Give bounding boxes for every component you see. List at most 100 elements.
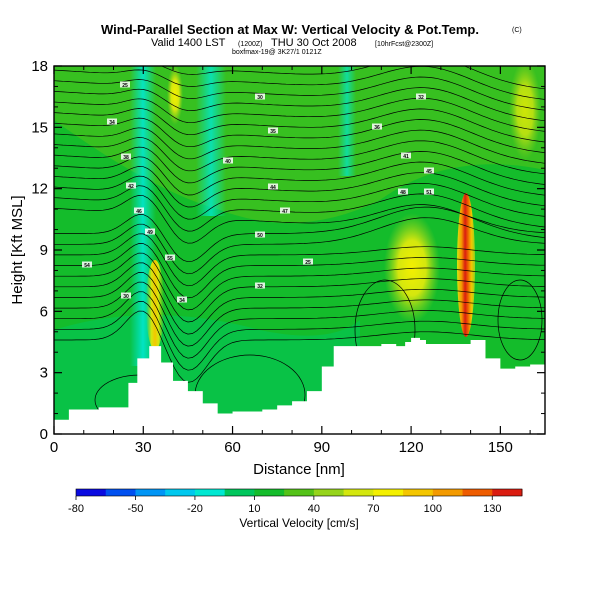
x-axis-label: Distance [nm] xyxy=(253,461,345,478)
x-tick-label: 60 xyxy=(224,439,241,456)
theta-contour-line xyxy=(54,76,545,111)
theta-contour-label-bg xyxy=(424,188,434,195)
theta-contour-label: 32 xyxy=(255,282,265,290)
field-cyan-streak-3 xyxy=(338,66,356,176)
theta-contour-label-text: 34 xyxy=(179,298,185,304)
y-tick-label: 3 xyxy=(40,365,48,382)
theta-contour-label: 54 xyxy=(82,261,92,269)
theta-contour-label: 51 xyxy=(424,188,434,196)
theta-contour-label-text: 25 xyxy=(122,83,128,89)
colorbar-label: Vertical Velocity [cm/s] xyxy=(239,516,358,530)
theta-contour-label: 49 xyxy=(145,228,155,236)
theta-contour-label-bg xyxy=(255,93,265,100)
x-axis: 0 30 60 90 120 150 xyxy=(50,66,531,456)
theta-contour-line xyxy=(54,195,545,244)
theta-contour-label-text: 30 xyxy=(257,95,263,101)
theta-contour-line xyxy=(54,291,545,359)
theta-contour-line xyxy=(54,66,545,100)
x-tick-label: 0 xyxy=(50,439,58,456)
y-tick-label: 12 xyxy=(31,181,48,198)
theta-contour-label: 32 xyxy=(416,93,426,101)
theta-contour-label: 36 xyxy=(372,123,382,131)
colorbar-swatch xyxy=(76,489,107,496)
y-axis-label: Height [Kft MSL] xyxy=(9,195,26,304)
theta-contour-label-text: 34 xyxy=(109,120,115,126)
theta-contour-label: 25 xyxy=(120,81,130,89)
theta-contour-label-text: 40 xyxy=(225,159,231,165)
theta-contour-label-text: 42 xyxy=(128,184,134,190)
theta-contour-label-text: 54 xyxy=(84,263,90,269)
theta-contour-label: 35 xyxy=(268,127,278,135)
valid-date: THU 30 Oct 2008 xyxy=(271,37,357,49)
colorbar-swatch xyxy=(343,489,374,496)
theta-contour-label-bg xyxy=(372,123,382,130)
theta-contour-line xyxy=(54,243,545,299)
colorbar-tick-label: 100 xyxy=(424,503,442,515)
theta-contour-line xyxy=(54,262,545,323)
theta-contour-label: 50 xyxy=(255,231,265,239)
colorbar-frame xyxy=(75,488,523,497)
theta-contour-label: 34 xyxy=(107,118,117,126)
theta-contour-label-bg xyxy=(165,254,175,261)
source-line: boxfmax-19@ 3K27/1 0121Z xyxy=(232,49,322,56)
theta-contour-label-text: 48 xyxy=(400,190,406,196)
theta-contour-line xyxy=(54,233,545,287)
theta-contour-label-bg xyxy=(255,231,265,238)
colorbar-tick-label: -80 xyxy=(68,503,84,515)
theta-contour-line xyxy=(54,97,545,132)
x-tick-label: 90 xyxy=(313,439,330,456)
x-tick-label: 120 xyxy=(399,439,424,456)
theta-contour-label-bg xyxy=(121,153,131,160)
terrain xyxy=(54,337,545,434)
field-updraft-band-right xyxy=(509,66,541,160)
colorbar-tick-label: 10 xyxy=(248,503,260,515)
colorbar-swatch xyxy=(194,489,226,496)
theta-contour-label: 34 xyxy=(177,296,187,304)
theta-contour-label-text: 46 xyxy=(136,209,142,215)
theta-contour-line xyxy=(54,301,545,371)
theta-contour-line xyxy=(54,310,545,383)
theta-contour-label: 55 xyxy=(165,254,175,262)
theta-contour-label-bg xyxy=(223,157,233,164)
theta-contour-labels: 25 30 32 34 35 36 38 40 41 42 44 45 46 47 48 49 50 51 54 55… xyxy=(82,81,434,304)
theta-contour-line xyxy=(54,281,545,347)
theta-contour-label-bg xyxy=(145,228,155,235)
theta-contour-line xyxy=(54,146,545,185)
valid-time: Valid 1400 LST xyxy=(151,37,226,49)
theta-contour-label: 44 xyxy=(268,183,278,191)
theta-contour-label-text: 50 xyxy=(257,233,263,239)
colorbar-swatch xyxy=(462,489,493,496)
colorbar-tick-label: 70 xyxy=(367,503,379,515)
theta-contour-label-text: 32 xyxy=(418,95,424,101)
theta-contour-label-text: 36 xyxy=(374,125,380,131)
theta-contour-label: 25 xyxy=(303,258,313,266)
theta-contour-line xyxy=(54,156,545,196)
theta-contour-line xyxy=(54,217,545,275)
theta-contour-label-bg xyxy=(134,207,144,214)
colorbar-swatch xyxy=(254,489,285,496)
colorbar-tick-label: -20 xyxy=(187,503,203,515)
colorbar-swatch xyxy=(165,489,196,496)
colorbar-tick-label: -50 xyxy=(128,503,144,515)
theta-contour-line xyxy=(54,117,545,153)
theta-contour-label: 38 xyxy=(121,153,131,161)
theta-contour-label-bg xyxy=(424,167,434,174)
colorbar-tick-label: 130 xyxy=(483,503,501,515)
colorbar-swatch xyxy=(403,489,434,496)
theta-contour-label-bg xyxy=(82,261,92,268)
theta-contour-label-text: 44 xyxy=(270,185,276,191)
theta-contour-label-bg xyxy=(280,207,290,214)
theta-contour-line xyxy=(54,127,545,164)
y-tick-label: 0 xyxy=(40,426,48,443)
theta-contour-label-text: 49 xyxy=(147,230,153,236)
header: Wind-Parallel Section at Max W: Vertical… xyxy=(101,22,522,56)
field-updraft-band-upper xyxy=(167,66,183,125)
theta-contour-line xyxy=(54,175,545,220)
theta-contour-label-text: 47 xyxy=(282,209,288,215)
theta-contour-label-text: 55 xyxy=(167,256,173,262)
theta-contour-line xyxy=(54,272,545,335)
theta-contour-label-text: 25 xyxy=(305,260,311,266)
theta-contour-label-text: 35 xyxy=(270,129,276,135)
